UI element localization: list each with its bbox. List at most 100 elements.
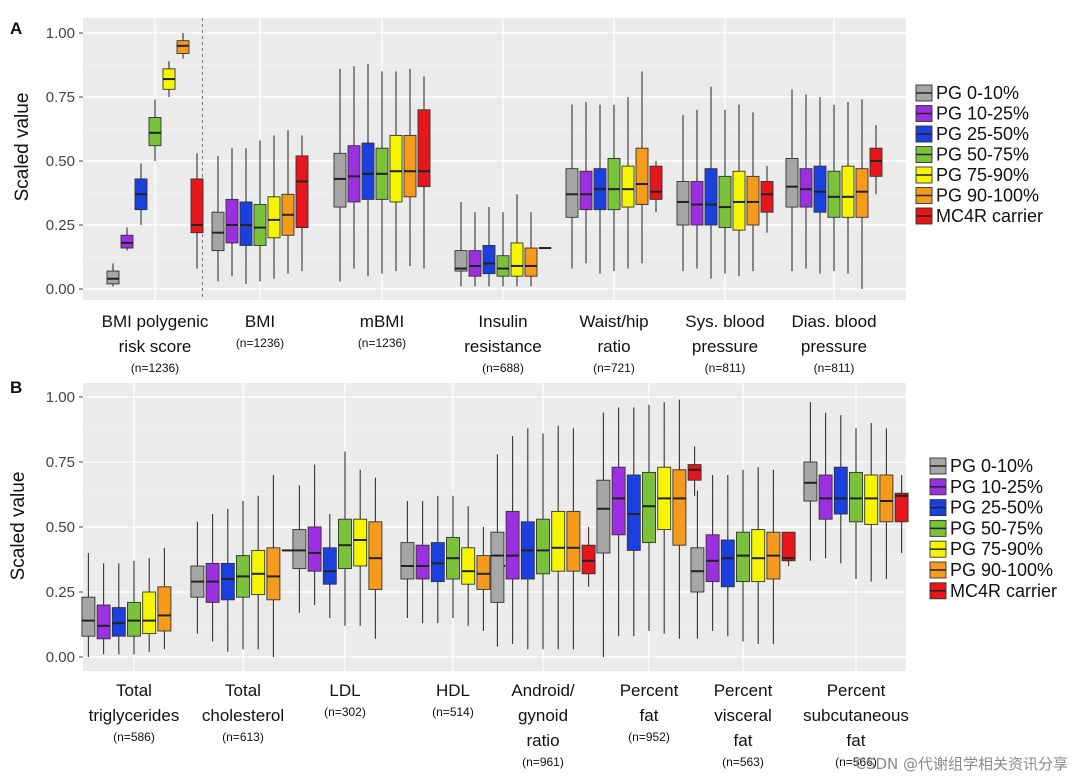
legend-item: PG 25-50% <box>929 498 1043 518</box>
box-body <box>142 591 157 635</box>
boxplot-box <box>803 402 818 561</box>
box-body <box>579 170 593 211</box>
boxplot-box <box>267 135 281 279</box>
x-category-label: visceral <box>714 706 772 725</box>
boxplot-box <box>111 563 126 655</box>
sample-size-label: (n=566) <box>835 755 877 769</box>
boxplot-box <box>704 86 718 279</box>
legend-item: PG 75-90% <box>915 165 1029 185</box>
box-body <box>751 529 766 583</box>
box-body <box>368 521 383 590</box>
x-category-label: gynoid <box>518 706 568 725</box>
boxplot-box <box>690 490 705 639</box>
boxplot-box <box>468 212 482 287</box>
boxplot-box <box>611 407 626 637</box>
boxplot-box <box>205 514 220 642</box>
boxplot-box <box>368 477 383 639</box>
box-body <box>267 196 281 239</box>
box-body <box>417 109 431 188</box>
boxplot-box <box>106 263 120 287</box>
box-group <box>690 467 796 644</box>
box-body <box>565 168 579 218</box>
box-body <box>833 466 848 515</box>
box-body <box>596 479 611 554</box>
boxplot-box <box>524 212 538 287</box>
box-body <box>496 255 510 277</box>
boxplot-box <box>148 99 162 161</box>
boxplot-box <box>295 135 309 272</box>
box-body <box>785 157 799 208</box>
boxplot-box <box>333 68 347 282</box>
boxplot-box <box>96 563 111 655</box>
boxplot-box <box>607 104 621 272</box>
box-body <box>482 245 496 275</box>
legend-label: PG 0-10% <box>936 83 1019 103</box>
legend-item: PG 0-10% <box>915 83 1019 103</box>
x-category-label: fat <box>847 731 866 750</box>
y-tick-label: 0.75 <box>46 89 75 106</box>
boxplot-box <box>162 61 176 97</box>
box-body <box>225 198 239 244</box>
boxplot-box <box>657 402 672 634</box>
box-body <box>96 604 111 640</box>
boxplot-box <box>593 104 607 274</box>
box-group <box>803 402 909 582</box>
x-category-label: Waist/hip <box>579 312 648 331</box>
boxplot-box <box>818 412 833 559</box>
box-body <box>403 134 417 198</box>
sample-size-label: (n=811) <box>705 361 746 375</box>
legend-label: PG 50-75% <box>950 518 1043 538</box>
y-tick-label: 1.00 <box>46 25 75 42</box>
x-category-label: fat <box>640 706 659 725</box>
y-tick-label: 0.00 <box>46 281 75 298</box>
x-category-label: mBMI <box>360 312 404 331</box>
box-body <box>361 142 375 200</box>
legend-item: PG 0-10% <box>929 456 1033 476</box>
box-body <box>157 586 172 632</box>
box-group <box>333 63 431 282</box>
sample-size-label: (n=961) <box>522 755 564 769</box>
legend-label: PG 0-10% <box>950 456 1033 476</box>
box-group <box>190 475 296 657</box>
boxplot-box <box>253 140 267 282</box>
box-body <box>813 165 827 213</box>
boxplot-box <box>676 114 690 272</box>
box-body <box>736 531 750 583</box>
x-category-label: triglycerides <box>89 706 180 725</box>
boxplot-box <box>869 125 883 195</box>
boxplot-box <box>347 66 361 269</box>
box-body <box>704 168 718 226</box>
boxplot-box <box>338 451 352 626</box>
x-category-label: subcutaneous <box>803 706 909 725</box>
boxplot-box <box>565 104 579 269</box>
boxplot-box <box>766 469 781 644</box>
box-body <box>333 152 347 208</box>
boxplot-box <box>176 33 190 59</box>
sample-size-label: (n=1236) <box>131 361 179 375</box>
box-body <box>732 170 746 231</box>
box-body <box>879 474 894 523</box>
legend-item: PG 10-25% <box>915 104 1029 124</box>
box-body <box>239 201 253 246</box>
boxplot-box <box>635 71 649 264</box>
x-category-label: ratio <box>597 337 630 356</box>
x-category-label: BMI polygenic <box>102 312 209 331</box>
box-body <box>841 165 855 218</box>
x-category-label: Android/ <box>511 681 575 700</box>
box-body <box>607 157 621 211</box>
box-body <box>551 510 566 572</box>
box-body <box>621 165 635 208</box>
sample-size-label: (n=1236) <box>236 336 284 350</box>
boxplot-box <box>732 104 746 277</box>
y-tick-label: 1.00 <box>46 389 75 406</box>
legend-label: PG 75-90% <box>950 539 1043 559</box>
box-body <box>430 542 445 583</box>
boxplot-box <box>446 495 460 618</box>
box-body <box>415 544 430 580</box>
boxplot-box <box>642 404 656 631</box>
box-body <box>718 175 732 229</box>
x-category-label: Total <box>116 681 152 700</box>
boxplot-box <box>849 428 863 579</box>
boxplot-box <box>520 428 535 650</box>
box-body <box>849 471 863 523</box>
